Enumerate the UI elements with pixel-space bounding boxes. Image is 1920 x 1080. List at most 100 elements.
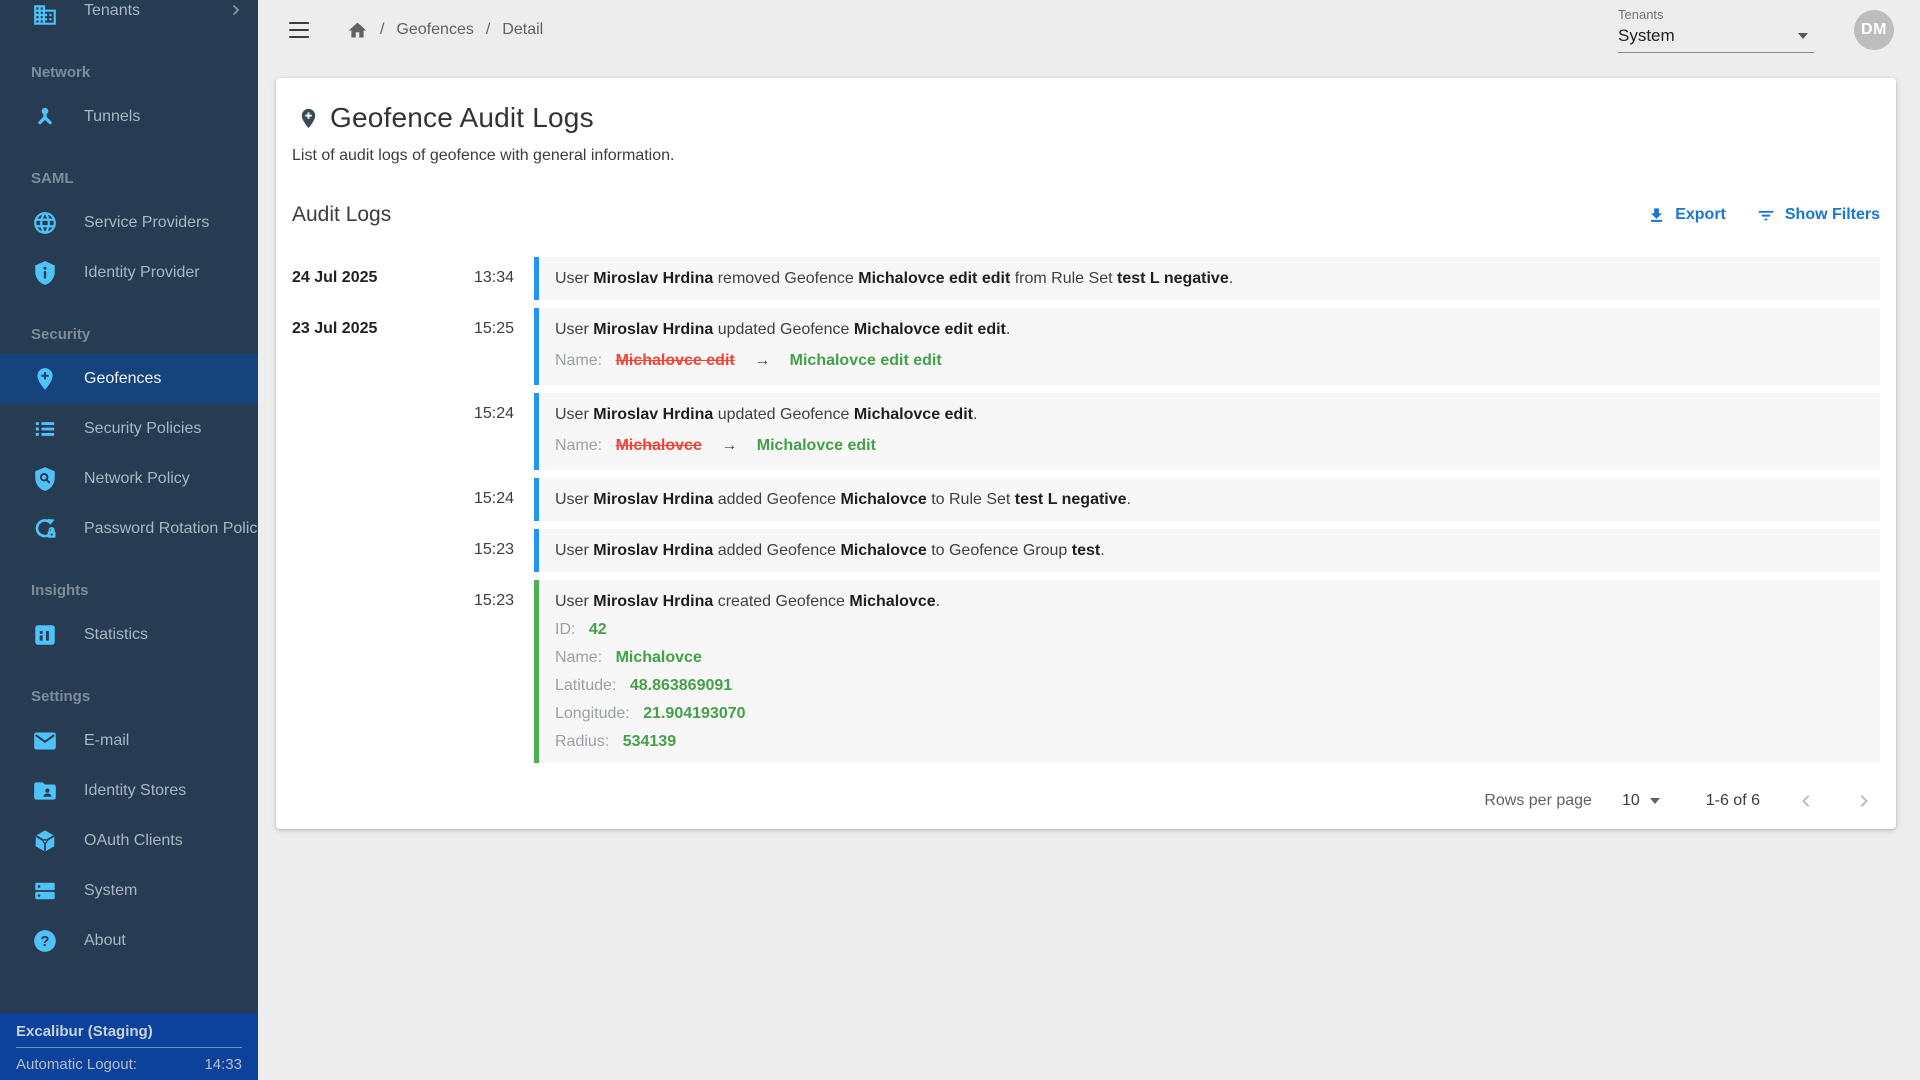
- envelope-icon: [32, 728, 58, 754]
- log-message: User Miroslav Hrdina added Geofence Mich…: [555, 542, 1105, 559]
- log-change-row: Name: Michalovce edit → Michalovce edit …: [555, 351, 1864, 373]
- sidebar-item-about[interactable]: ? About: [0, 916, 258, 966]
- log-message: User Miroslav Hrdina created Geofence Mi…: [555, 593, 941, 610]
- sidebar-footer: Excalibur (Staging) Automatic Logout: 14…: [0, 1013, 258, 1080]
- log-message: User Miroslav Hrdina added Geofence Mich…: [555, 491, 1131, 508]
- log-message: User Miroslav Hrdina removed Geofence Mi…: [555, 270, 1234, 287]
- auto-logout-label: Automatic Logout:: [16, 1056, 137, 1073]
- sidebar-item-label: OAuth Clients: [84, 832, 183, 849]
- tenants-select[interactable]: Tenants System: [1618, 7, 1814, 53]
- sidebar-section-settings: Settings: [31, 688, 91, 705]
- arrow-right-icon: →: [754, 352, 771, 369]
- log-message-card: User Miroslav Hrdina removed Geofence Mi…: [534, 257, 1880, 300]
- field-value: 21.904193070: [643, 705, 746, 722]
- sidebar-item-label: Service Providers: [84, 214, 210, 231]
- breadcrumb: / Geofences / Detail: [347, 20, 543, 41]
- bar-chart-icon: [32, 622, 58, 648]
- sidebar-item-label: Security Policies: [84, 420, 202, 437]
- sidebar-item-label: Statistics: [84, 626, 149, 643]
- log-entry: 23 Jul 2025 15:25 User Miroslav Hrdina u…: [292, 308, 1880, 385]
- sidebar-item-system[interactable]: System: [0, 866, 258, 916]
- sidebar-item-network-policy[interactable]: Network Policy: [0, 454, 258, 504]
- rows-per-page-label: Rows per page: [1484, 792, 1592, 809]
- sidebar-item-oauth-clients[interactable]: OAuth Clients: [0, 816, 258, 866]
- export-button[interactable]: Export: [1647, 206, 1726, 225]
- show-filters-button-label: Show Filters: [1784, 206, 1880, 223]
- log-field-row: ID: 42: [555, 620, 1864, 639]
- sidebar-section-saml: SAML: [31, 170, 74, 187]
- sidebar-item-label: Password Rotation Policy: [84, 520, 258, 537]
- log-message-card: User Miroslav Hrdina created Geofence Mi…: [534, 580, 1880, 763]
- log-time: 15:24: [473, 490, 514, 507]
- field-value: 42: [588, 621, 607, 638]
- log-time: 15:25: [473, 320, 514, 337]
- log-message: User Miroslav Hrdina updated Geofence Mi…: [555, 406, 978, 423]
- shield-info-icon: [32, 260, 58, 286]
- log-entry: 15:23 User Miroslav Hrdina created Geofe…: [292, 580, 1880, 763]
- sidebar-item-identity-provider[interactable]: Identity Provider: [0, 248, 258, 298]
- tenants-select-value: System: [1618, 26, 1675, 45]
- change-old-value: Michalovce: [615, 437, 702, 454]
- log-date: [292, 529, 432, 572]
- help-icon: ?: [32, 928, 58, 954]
- log-entry: 15:23 User Miroslav Hrdina added Geofenc…: [292, 529, 1880, 572]
- field-label: ID:: [555, 621, 576, 638]
- shield-search-icon: [32, 466, 58, 492]
- chevron-down-icon: [1798, 33, 1808, 39]
- previous-page-button[interactable]: [1794, 789, 1818, 813]
- sidebar-section-insights: Insights: [31, 582, 89, 599]
- log-entry: 15:24 User Miroslav Hrdina added Geofenc…: [292, 478, 1880, 521]
- geofence-audit-logs-card: Geofence Audit Logs List of audit logs o…: [276, 78, 1896, 829]
- sidebar-item-label: Network Policy: [84, 470, 190, 487]
- sidebar-item-label: Tenants: [84, 2, 141, 19]
- sidebar-item-geofences[interactable]: Geofences: [0, 354, 258, 404]
- log-date: [292, 393, 432, 470]
- breadcrumb-item-geofences[interactable]: Geofences: [396, 21, 474, 38]
- log-message-card: User Miroslav Hrdina updated Geofence Mi…: [534, 308, 1880, 385]
- show-filters-button[interactable]: Show Filters: [1756, 205, 1880, 225]
- rows-per-page-select[interactable]: 10: [1622, 792, 1660, 810]
- next-page-button[interactable]: [1852, 789, 1876, 813]
- avatar[interactable]: DM: [1854, 10, 1894, 50]
- log-time: 15:23: [473, 541, 514, 558]
- field-value: Michalovce: [615, 649, 702, 666]
- log-time: 15:24: [473, 405, 514, 422]
- map-pin-icon: [297, 107, 320, 130]
- home-icon[interactable]: [347, 20, 368, 41]
- export-button-label: Export: [1675, 206, 1726, 223]
- sidebar-item-service-providers[interactable]: Service Providers: [0, 198, 258, 248]
- sidebar-item-email[interactable]: E-mail: [0, 716, 258, 766]
- menu-toggle-button[interactable]: [287, 20, 311, 40]
- globe-icon: [32, 210, 58, 236]
- log-entry: 15:24 User Miroslav Hrdina updated Geofe…: [292, 393, 1880, 470]
- sidebar-item-label: About: [84, 932, 126, 949]
- breadcrumb-separator: /: [380, 21, 385, 38]
- log-date: 23 Jul 2025: [292, 320, 378, 337]
- sidebar-item-identity-stores[interactable]: Identity Stores: [0, 766, 258, 816]
- log-date: [292, 580, 432, 763]
- sidebar-item-label: E-mail: [84, 732, 130, 749]
- page-title: Geofence Audit Logs: [330, 102, 594, 133]
- sidebar-section-network: Network: [31, 64, 91, 81]
- log-message-card: User Miroslav Hrdina updated Geofence Mi…: [534, 393, 1880, 470]
- folder-user-icon: [32, 778, 58, 804]
- breadcrumb-item-detail: Detail: [502, 21, 544, 38]
- sidebar-item-security-policies[interactable]: Security Policies: [0, 404, 258, 454]
- log-field-row: Longitude: 21.904193070: [555, 704, 1864, 723]
- auto-logout-time: 14:33: [204, 1056, 242, 1073]
- footer-divider: [16, 1047, 242, 1048]
- field-value: 48.863869091: [629, 677, 733, 694]
- sidebar-item-tunnels[interactable]: Tunnels: [0, 92, 258, 142]
- svg-text:?: ?: [41, 934, 50, 950]
- buildings-icon: [32, 2, 58, 28]
- sidebar-item-statistics[interactable]: Statistics: [0, 610, 258, 660]
- sidebar-item-password-rotation-policy[interactable]: Password Rotation Policy: [0, 504, 258, 554]
- field-value: 534139: [622, 733, 677, 750]
- list-icon: [32, 416, 58, 442]
- cube-icon: [32, 828, 58, 854]
- log-date: 24 Jul 2025: [292, 269, 378, 286]
- breadcrumb-separator: /: [485, 21, 491, 38]
- download-icon: [1647, 206, 1666, 225]
- sidebar-item-tenants[interactable]: Tenants: [0, 0, 258, 36]
- chevron-down-icon: [1649, 798, 1660, 804]
